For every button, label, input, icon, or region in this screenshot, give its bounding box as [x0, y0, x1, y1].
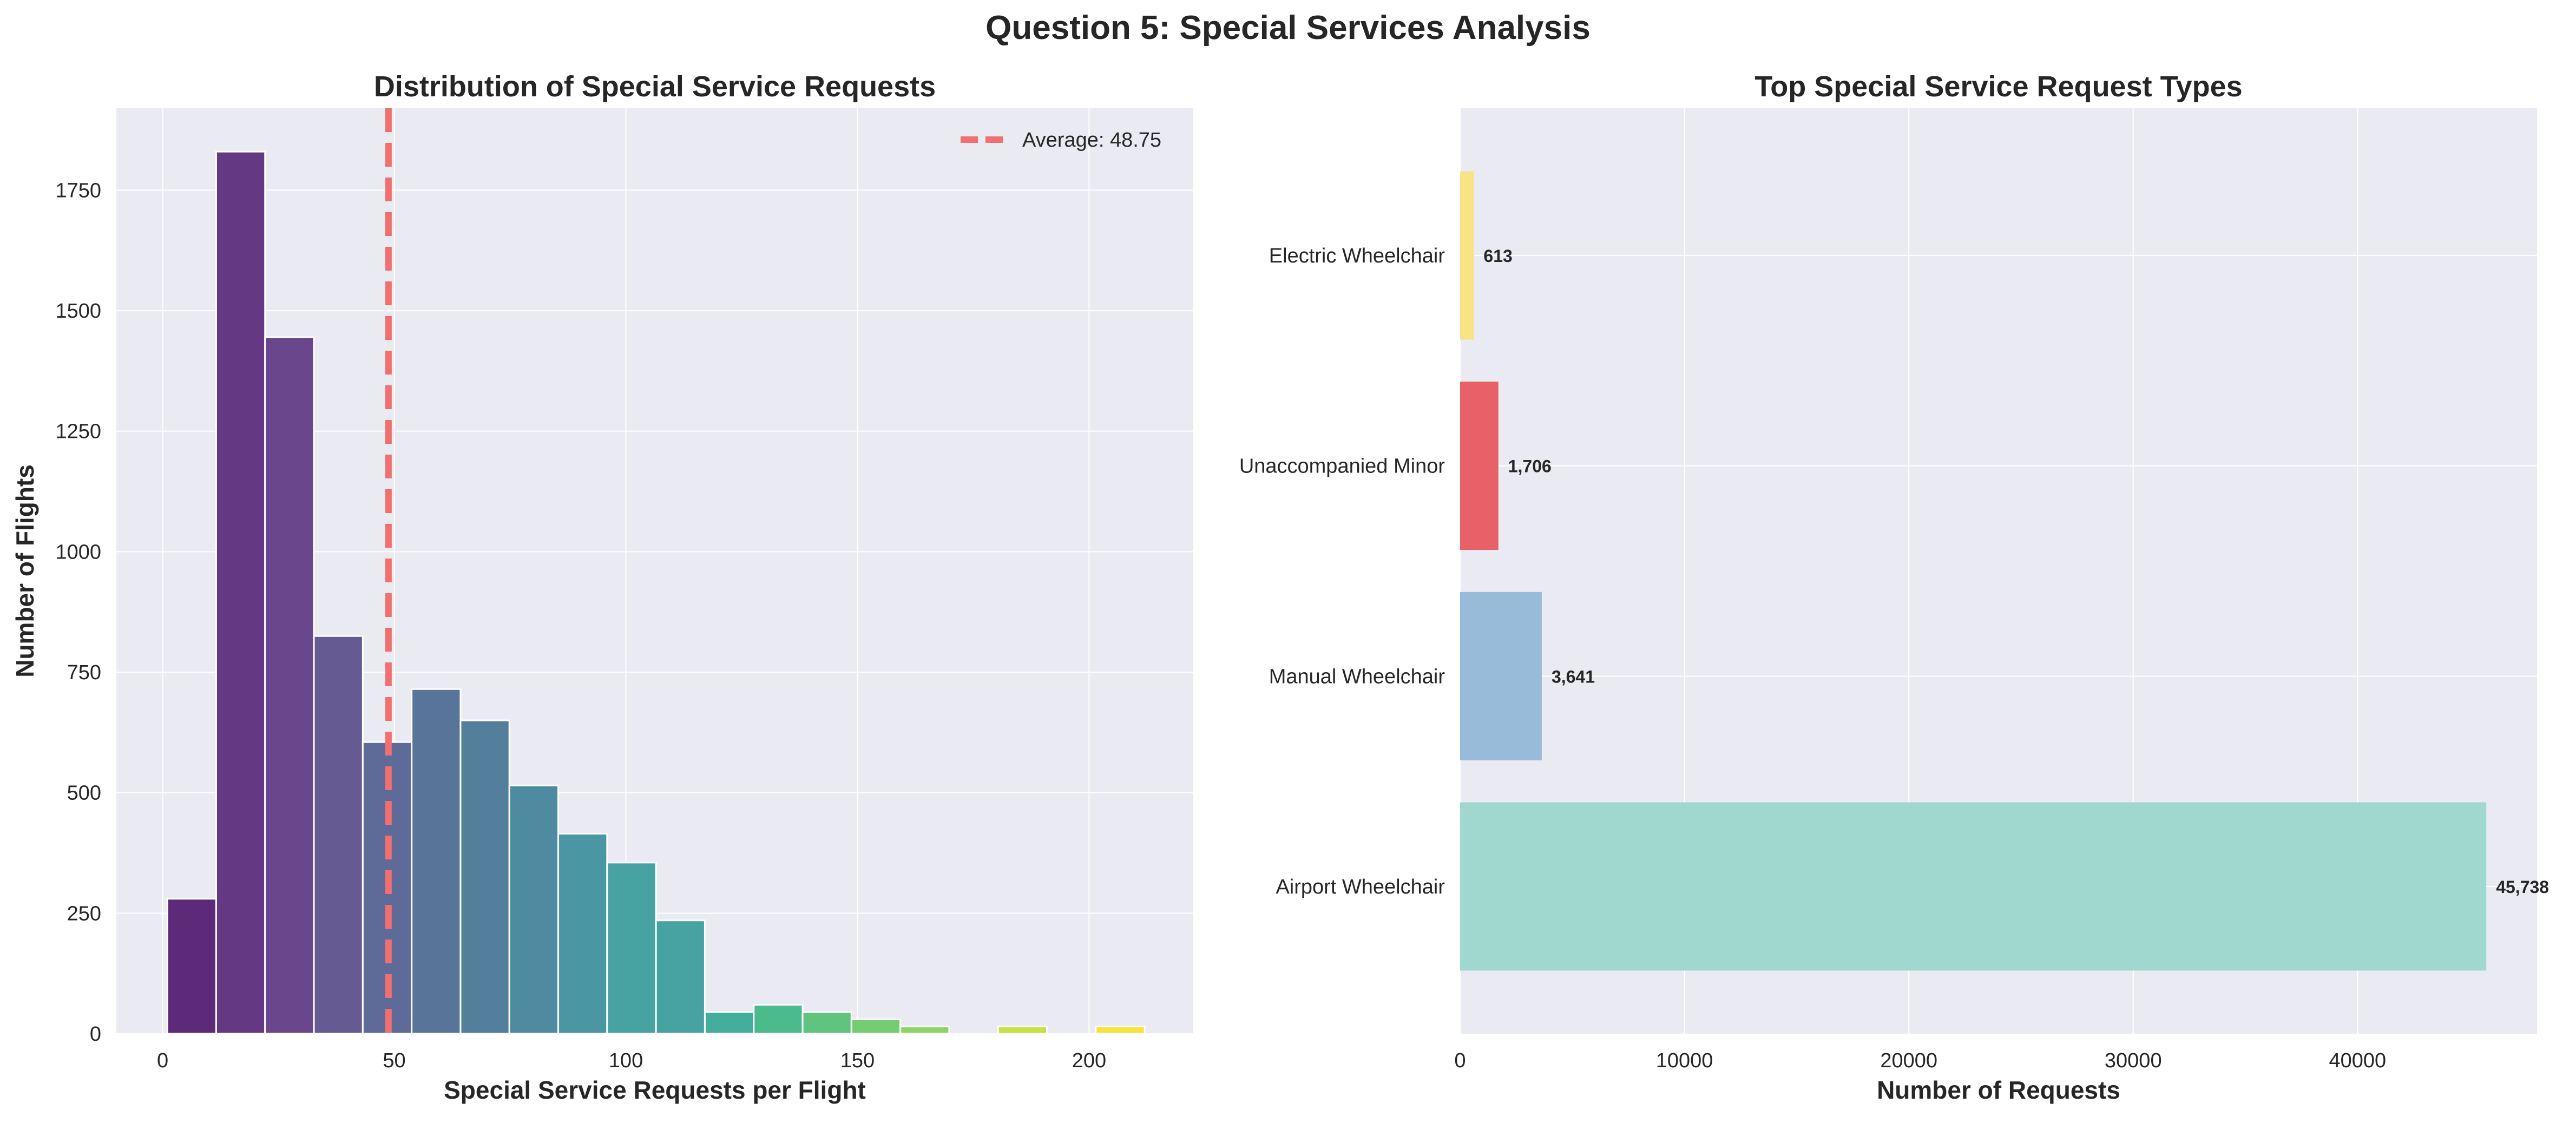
- category-label: Electric Wheelchair: [1269, 245, 1445, 267]
- request-bar: [1460, 171, 1474, 340]
- value-label: 1,706: [1508, 457, 1552, 476]
- y-tick-label: 1500: [55, 300, 101, 323]
- figure-title: Question 5: Special Services Analysis: [985, 9, 1591, 47]
- histogram-bar: [655, 920, 706, 1035]
- histogram-bar: [801, 1011, 852, 1035]
- hist-title: Distribution of Special Service Requests: [374, 70, 936, 103]
- category-label: Manual Wheelchair: [1269, 665, 1445, 688]
- histogram-bar: [215, 150, 266, 1035]
- request-bar: [1460, 592, 1542, 760]
- x-tick-label: 30000: [2105, 1049, 2162, 1072]
- y-tick-label: 1250: [55, 421, 101, 443]
- y-tick-label: 1000: [55, 541, 101, 563]
- x-tick-label: 100: [609, 1049, 643, 1072]
- request-bar: [1460, 802, 2487, 971]
- category-label: Airport Wheelchair: [1276, 876, 1445, 898]
- x-tick-label: 150: [840, 1049, 875, 1072]
- x-tick-label: 50: [383, 1049, 405, 1072]
- histogram-bar: [997, 1026, 1048, 1035]
- x-tick-label: 0: [157, 1049, 168, 1072]
- histogram-bar: [850, 1018, 902, 1035]
- barh-title: Top Special Service Request Types: [1754, 70, 2242, 103]
- category-label: Unaccompanied Minor: [1239, 455, 1445, 478]
- histogram-bar: [899, 1026, 950, 1035]
- histogram-bar: [1095, 1026, 1146, 1035]
- value-label: 45,738: [2496, 877, 2549, 897]
- x-tick-label: 40000: [2329, 1049, 2386, 1072]
- y-tick-label: 500: [67, 782, 101, 805]
- hist-y-axis-label: Number of Flights: [11, 464, 39, 678]
- histogram-bar: [753, 1004, 804, 1035]
- histogram-bar: [264, 336, 315, 1035]
- histogram-bar: [411, 688, 462, 1035]
- histogram-bar: [459, 719, 510, 1035]
- barh-x-axis-label: Number of Requests: [1877, 1076, 2120, 1104]
- histogram-bar: [508, 784, 560, 1035]
- x-tick-label: 10000: [1656, 1049, 1713, 1072]
- x-tick-label: 0: [1454, 1049, 1466, 1072]
- request-types-chart: 0 10000 20000 30000 40000 Airport Wheelchair M…: [1239, 70, 2549, 1104]
- histogram-bar: [704, 1011, 755, 1035]
- x-tick-label: 200: [1072, 1049, 1106, 1072]
- histogram-bar: [313, 635, 364, 1035]
- y-tick-label: 0: [90, 1023, 101, 1046]
- value-label: 613: [1483, 246, 1512, 266]
- histogram-bar: [606, 862, 657, 1035]
- histogram-bar: [557, 832, 608, 1035]
- histogram-chart: 0 50 100 150 200 0 250 500 750 1000 1250 1500 1750 Av…: [11, 70, 1193, 1104]
- y-tick-label: 250: [67, 902, 101, 925]
- y-tick-label: 750: [67, 661, 101, 684]
- hist-x-axis-label: Special Service Requests per Flight: [444, 1076, 866, 1104]
- request-bar: [1460, 382, 1499, 550]
- histogram-bar: [166, 898, 217, 1035]
- value-label: 3,641: [1552, 667, 1595, 686]
- x-tick-label: 20000: [1880, 1049, 1937, 1072]
- y-tick-label: 1750: [55, 179, 101, 202]
- legend-label: Average: 48.75: [1022, 129, 1161, 152]
